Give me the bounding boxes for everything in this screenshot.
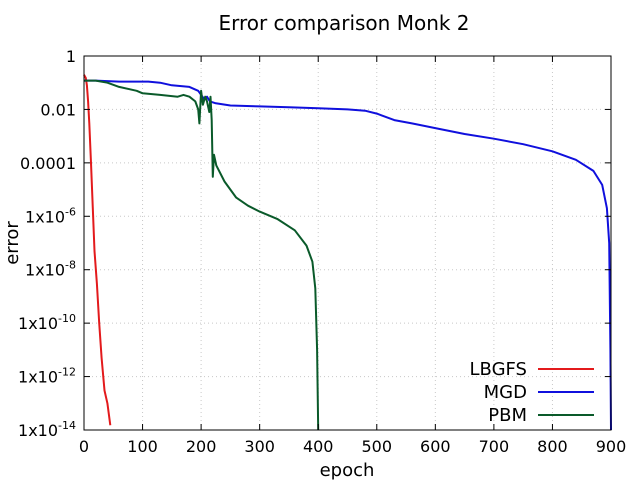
series-line-mgd <box>84 79 612 431</box>
chart-title: Error comparison Monk 2 <box>218 11 469 35</box>
x-tick-label: 100 <box>127 437 158 456</box>
x-tick-label: 200 <box>186 437 217 456</box>
y-tick-label: 1x10-12 <box>18 366 76 387</box>
y-tick-labels: 1 0.01 0.0001 1x10-6 1x10-8 1x10-10 1x10-12 1x1… <box>18 47 76 440</box>
y-tick-label: 0.01 <box>40 100 76 119</box>
x-tick-label: 400 <box>303 437 334 456</box>
legend-label-lbgfs: LBGFS <box>470 359 527 380</box>
x-tick-label: 800 <box>537 437 568 456</box>
x-tick-label: 600 <box>420 437 451 456</box>
ticks <box>83 55 612 431</box>
x-tick-label: 900 <box>596 437 627 456</box>
x-tick-label: 0 <box>79 437 89 456</box>
plot-frame <box>83 55 612 431</box>
y-tick-label: 1x10-6 <box>25 205 76 226</box>
x-tick-label: 300 <box>244 437 275 456</box>
x-tick-label: 700 <box>479 437 510 456</box>
x-tick-label: 500 <box>362 437 393 456</box>
y-axis-label: error <box>2 221 23 265</box>
x-tick-labels: 0 100 200 300 400 500 600 700 800 900 <box>79 437 626 456</box>
grid <box>84 56 611 430</box>
y-tick-label: 0.0001 <box>20 154 76 173</box>
legend-label-mgd: MGD <box>484 382 527 403</box>
x-axis-label: epoch <box>320 460 375 480</box>
y-tick-label: 1 <box>66 47 76 66</box>
y-tick-label: 1x10-14 <box>18 419 76 440</box>
series-line-pbm <box>84 79 320 431</box>
y-tick-label: 1x10-10 <box>18 312 76 333</box>
y-tick-label: 1x10-8 <box>25 259 76 280</box>
legend-label-pbm: PBM <box>488 405 527 426</box>
series-line-lbgfs <box>83 74 112 426</box>
series-layer <box>83 74 612 431</box>
